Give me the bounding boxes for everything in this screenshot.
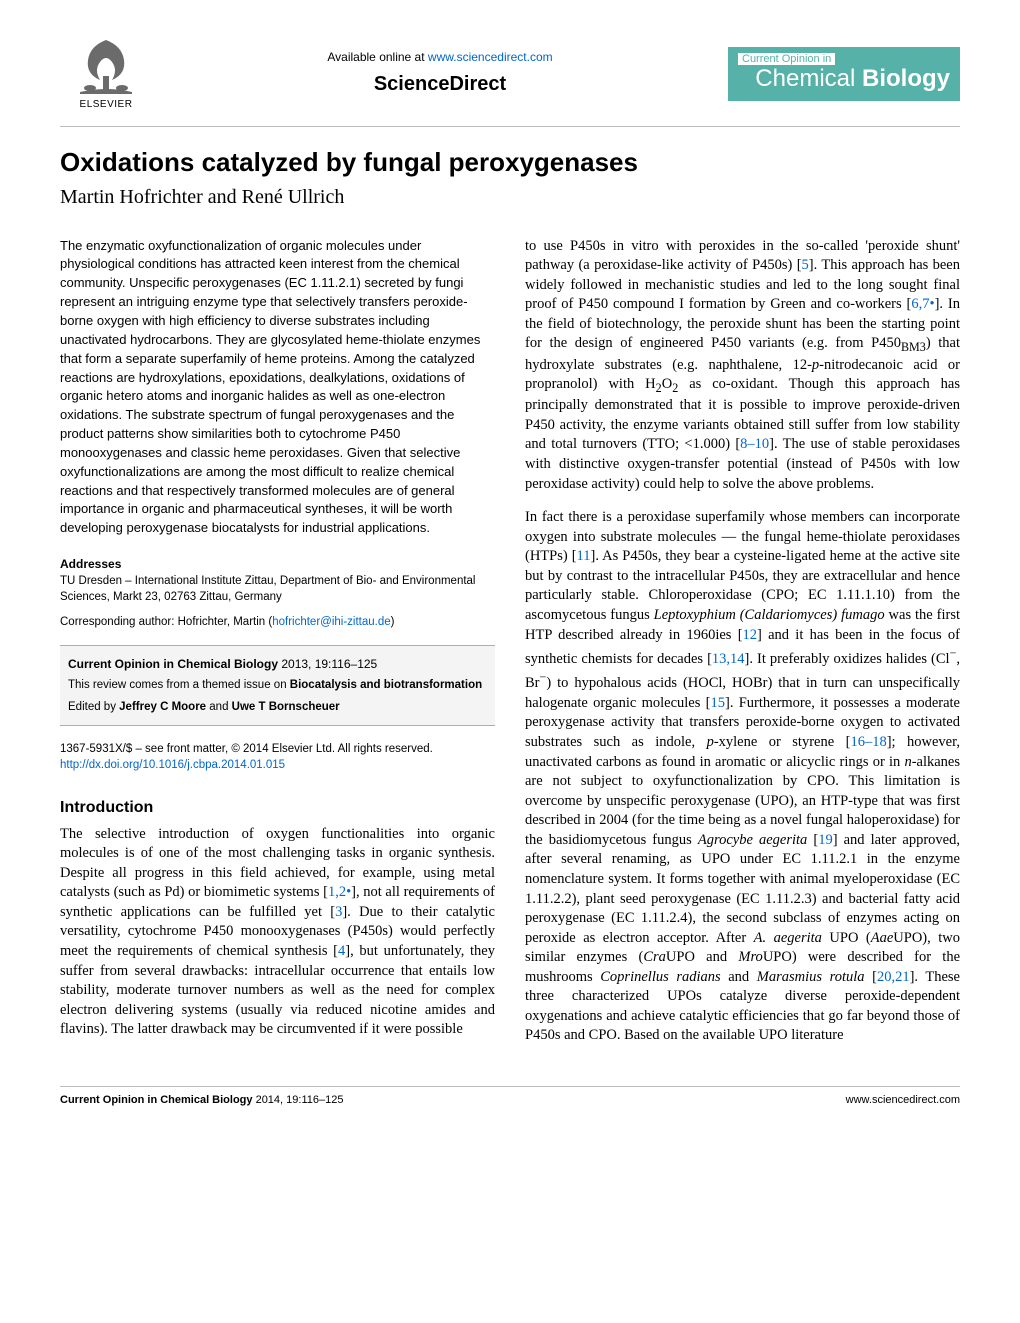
corresponding-prefix: Corresponding author: Hofrichter, Martin… [60, 616, 272, 628]
journal-line1: Current Opinion in [738, 53, 835, 66]
ref-link-5[interactable]: 5 [802, 257, 809, 273]
introduction-heading: Introduction [60, 797, 495, 819]
ref-link-8-10[interactable]: 8–10 [740, 436, 769, 452]
abstract-text: The enzymatic oxyfunctionalization of or… [60, 237, 495, 539]
elsevier-tree-icon [70, 36, 142, 98]
right-column: to use P450s in vitro with peroxides in … [525, 237, 960, 1060]
copyright-block: 1367-5931X/$ – see front matter, © 2014 … [60, 742, 495, 773]
copyright-line: 1367-5931X/$ – see front matter, © 2014 … [60, 742, 495, 758]
ref-link-6-7[interactable]: 6,7• [911, 296, 934, 312]
ref-link-13-14[interactable]: 13,14 [712, 651, 745, 667]
sciencedirect-title: ScienceDirect [152, 71, 728, 98]
editor-2: Uwe T Bornscheuer [232, 701, 340, 713]
article-authors: Martin Hofrichter and René Ullrich [60, 184, 960, 211]
ref-link-19[interactable]: 19 [818, 832, 833, 848]
intro-paragraph-1: The selective introduction of oxygen fun… [60, 825, 495, 1040]
ref-link-1-2[interactable]: 1,2• [328, 884, 351, 900]
title-block: Oxidations catalyzed by fungal peroxygen… [60, 145, 960, 211]
page-footer: Current Opinion in Chemical Biology 2014… [60, 1086, 960, 1108]
footer-left: Current Opinion in Chemical Biology 2014… [60, 1093, 343, 1108]
ref-link-11[interactable]: 11 [577, 548, 591, 564]
editor-1: Jeffrey C Moore [119, 701, 206, 713]
themed-issue-line: This review comes from a themed issue on… [68, 678, 487, 694]
footer-pages: 2014, 19:116–125 [253, 1094, 344, 1106]
sciencedirect-block: Available online at www.sciencedirect.co… [152, 49, 728, 98]
ref-link-12[interactable]: 12 [743, 627, 758, 643]
corresponding-email-link[interactable]: hofrichter@ihi-zittau.de [272, 616, 390, 628]
right-paragraph-2: In fact there is a peroxidase superfamil… [525, 508, 960, 1046]
edited-by-line: Edited by Jeffrey C Moore and Uwe T Born… [68, 700, 487, 716]
journal-word2: Biology [862, 65, 950, 92]
ref-link-15[interactable]: 15 [710, 695, 725, 711]
themed-prefix: This review comes from a themed issue on [68, 679, 290, 691]
addresses-block: Addresses TU Dresden – International Ins… [60, 556, 495, 631]
sciencedirect-link[interactable]: www.sciencedirect.com [428, 50, 553, 64]
available-prefix: Available online at [327, 50, 428, 64]
introduction-body: The selective introduction of oxygen fun… [60, 825, 495, 1040]
journal-word1: Chemical [755, 65, 855, 92]
doi-link[interactable]: http://dx.doi.org/10.1016/j.cbpa.2014.01… [60, 759, 285, 771]
ref-link-20-21[interactable]: 20,21 [877, 969, 910, 985]
right-paragraph-1: to use P450s in vitro with peroxides in … [525, 237, 960, 495]
addresses-text: TU Dresden – International Institute Zit… [60, 574, 495, 605]
corresponding-suffix: ) [391, 616, 395, 628]
ref-link-16-18[interactable]: 16–18 [850, 734, 886, 750]
header-row: ELSEVIER Available online at www.science… [60, 36, 960, 127]
citation-infobox: Current Opinion in Chemical Biology 2013… [60, 645, 495, 726]
edited-and: and [206, 701, 232, 713]
journal-line2: Chemical Biology [738, 65, 950, 93]
elsevier-label: ELSEVIER [80, 98, 133, 112]
elsevier-logo: ELSEVIER [60, 36, 152, 112]
bm3-subscript: BM3 [901, 340, 926, 354]
journal-badge: Current Opinion in Chemical Biology [728, 47, 960, 101]
footer-journal: Current Opinion in Chemical Biology [60, 1094, 253, 1106]
corresponding-author: Corresponding author: Hofrichter, Martin… [60, 615, 495, 631]
two-column-layout: The enzymatic oxyfunctionalization of or… [60, 237, 960, 1060]
available-online: Available online at www.sciencedirect.co… [152, 49, 728, 65]
left-column: The enzymatic oxyfunctionalization of or… [60, 237, 495, 1060]
themed-title: Biocatalysis and biotransformation [290, 679, 482, 691]
article-title: Oxidations catalyzed by fungal peroxygen… [60, 145, 960, 180]
citation-rest: 2013, 19:116–125 [278, 657, 377, 671]
citation-journal: Current Opinion in Chemical Biology [68, 657, 278, 671]
citation-line: Current Opinion in Chemical Biology 2013… [68, 656, 487, 672]
footer-right: www.sciencedirect.com [846, 1093, 960, 1108]
edited-prefix: Edited by [68, 701, 119, 713]
addresses-heading: Addresses [60, 556, 495, 572]
